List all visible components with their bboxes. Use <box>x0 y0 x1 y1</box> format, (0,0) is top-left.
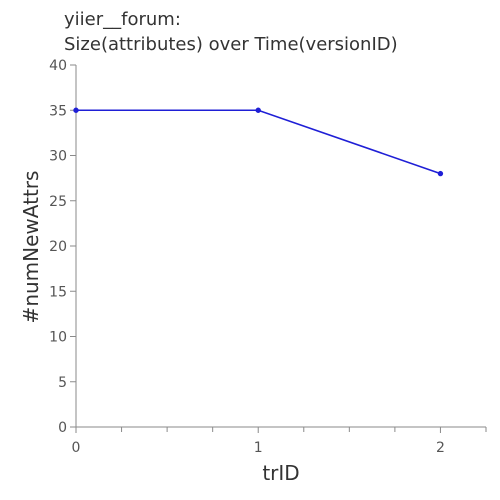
x-axis-label: trID <box>262 461 299 485</box>
y-axis-ticks: 0 5 10 15 20 25 30 35 40 <box>49 58 76 436</box>
y-tick-label: 35 <box>49 103 67 119</box>
y-tick-label: 15 <box>49 284 67 300</box>
x-tick-label: 0 <box>72 440 81 456</box>
axes <box>75 65 486 428</box>
x-tick-label: 2 <box>436 440 445 456</box>
chart-title: yiier__forum: Size(attributes) over Time… <box>64 9 398 55</box>
y-tick-label: 5 <box>58 375 67 391</box>
series-line <box>76 109 441 175</box>
data-point <box>73 107 79 113</box>
x-tick-label: 1 <box>254 440 263 456</box>
data-series <box>73 107 444 177</box>
chart-title-line-2: Size(attributes) over Time(versionID) <box>64 34 398 55</box>
data-point <box>437 170 444 177</box>
y-tick-label: 20 <box>49 239 67 255</box>
data-point <box>255 107 261 113</box>
y-axis-label: #numNewAttrs <box>19 171 43 324</box>
x-axis-ticks: 0 1 2 <box>72 427 487 456</box>
y-tick-label: 40 <box>49 58 67 74</box>
y-tick-label: 10 <box>49 330 67 346</box>
y-tick-label: 25 <box>49 194 67 210</box>
y-tick-label: 0 <box>58 420 67 436</box>
chart-title-line-1: yiier__forum: <box>64 9 181 30</box>
y-tick-label: 30 <box>49 149 67 165</box>
